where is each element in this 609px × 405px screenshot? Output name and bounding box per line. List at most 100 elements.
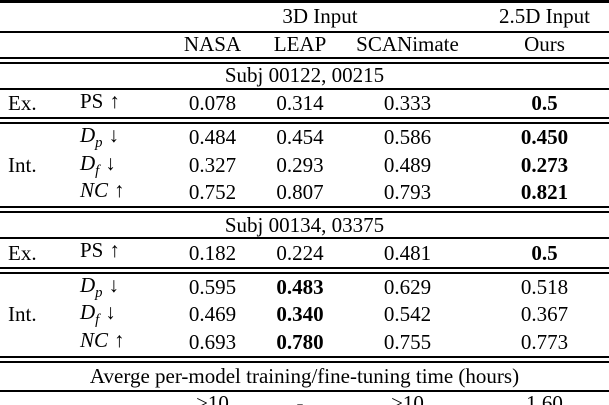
metric-base: D	[80, 123, 96, 148]
metric-label: NC ↑	[70, 328, 160, 363]
value-cell: 0.489	[383, 152, 432, 177]
value-cell: 0.518	[520, 274, 569, 299]
row-group-label: Int.	[8, 152, 37, 177]
footer-label-row: Averge per-model training/fine-tuning ti…	[0, 359, 609, 392]
value-cell: 0.293	[276, 152, 324, 177]
footer-values-row: >10 - >10 1.60	[0, 390, 609, 405]
metric-base: PS	[80, 89, 104, 113]
group-header-25d: 2.5D Input	[480, 1, 609, 33]
row-group-label	[0, 270, 70, 301]
arrow-up-icon: ↑	[114, 328, 125, 352]
value-cell: 0.793	[335, 179, 481, 214]
value-cell: 0.182	[160, 238, 265, 274]
metric-base: PS	[80, 238, 104, 263]
value-cell: 0.693	[160, 328, 265, 363]
arrow-down-icon: ↓	[105, 301, 116, 325]
value-cell: 0.542	[383, 302, 432, 327]
value-cell-best: 0.340	[276, 302, 324, 327]
value-cell: 0.595	[188, 274, 237, 299]
metric-label: Df ↓	[70, 301, 160, 328]
arrow-up-icon: ↑	[114, 179, 125, 203]
value-cell: 0.481	[335, 238, 481, 274]
metric-label: Dp ↓	[70, 121, 160, 152]
value-cell: 0.454	[276, 125, 324, 150]
table-row: NC ↑ 0.693 0.780 0.755 0.773	[0, 328, 609, 363]
arrow-down-icon: ↓	[108, 123, 120, 148]
value-cell: 0.469	[188, 302, 237, 327]
value-cell: 0.752	[160, 179, 265, 214]
row-group-label: Ex.	[0, 238, 70, 274]
arrow-up-icon: ↑	[109, 238, 120, 263]
row-group-label: Int.	[8, 302, 37, 327]
subject-label: Subj 00134, 03375	[0, 209, 609, 240]
value-cell: 0.367	[520, 302, 569, 327]
table-row: Ex. PS ↑ 0.078 0.314 0.333 0.5	[0, 89, 609, 125]
table-row: NC ↑ 0.752 0.807 0.793 0.821	[0, 179, 609, 214]
metric-subscript: p	[95, 135, 103, 152]
table-row: Int. Df ↓ 0.327 0.293 0.489 0.273	[0, 152, 609, 179]
value-cell: 0.224	[265, 238, 335, 274]
value-cell: 0.327	[188, 152, 237, 177]
value-cell-best: 0.483	[276, 274, 324, 299]
table-row: Dp ↓ 0.595 0.483 0.629 0.518	[0, 270, 609, 301]
value-cell-best: 0.780	[265, 328, 335, 363]
value-cell: 0.333	[335, 89, 481, 125]
arrow-down-icon: ↓	[105, 151, 116, 175]
metric-label: NC ↑	[70, 179, 160, 214]
value-cell: 0.629	[383, 274, 432, 299]
metric-label: Dp ↓	[70, 270, 160, 301]
row-group-label	[0, 179, 70, 214]
footer-label: Averge per-model training/fine-tuning ti…	[0, 359, 609, 392]
group-header-3d: 3D Input	[160, 1, 481, 33]
metric-base: D	[80, 301, 96, 325]
value-cell-best: 0.450	[520, 125, 569, 150]
col-header-scanimate: SCANimate	[335, 32, 481, 64]
time-cell: -	[265, 390, 335, 405]
value-cell-best: 0.5	[480, 89, 609, 125]
spacer-cell	[0, 390, 160, 405]
metric-label: PS ↑	[70, 89, 160, 125]
value-cell: 0.755	[335, 328, 481, 363]
col-header-leap: LEAP	[265, 32, 335, 64]
metric-base: D	[80, 151, 96, 175]
col-header-nasa: NASA	[160, 32, 265, 64]
method-header-row: NASA LEAP SCANimate Ours	[0, 32, 609, 64]
time-cell: >10	[335, 390, 481, 405]
metric-label: PS ↑	[70, 238, 160, 274]
value-cell-best: 0.821	[480, 179, 609, 214]
value-cell: 0.078	[160, 89, 265, 125]
value-cell: 0.314	[265, 89, 335, 125]
col-header-ours: Ours	[480, 32, 609, 64]
spacer-cell	[0, 32, 160, 64]
metric-label: Df ↓	[70, 152, 160, 179]
table-row: Int. Df ↓ 0.469 0.340 0.542 0.367	[0, 301, 609, 328]
subject-label: Subj 00122, 00215	[0, 60, 609, 90]
metric-subscript: f	[95, 312, 100, 329]
metric-base: D	[80, 272, 96, 297]
value-cell: 0.807	[265, 179, 335, 214]
time-cell: 1.60	[480, 390, 609, 405]
row-group-label	[0, 328, 70, 363]
table-row: Ex. PS ↑ 0.182 0.224 0.481 0.5	[0, 238, 609, 274]
value-cell: 0.484	[188, 125, 237, 150]
time-cell: >10	[160, 390, 265, 405]
input-group-header-row: 3D Input 2.5D Input	[0, 1, 609, 33]
metric-base: NC	[80, 179, 109, 203]
row-group-label: Ex.	[0, 89, 70, 125]
table-row: Dp ↓ 0.484 0.454 0.586 0.450	[0, 121, 609, 152]
spacer-cell	[0, 1, 160, 33]
metric-subscript: p	[95, 284, 103, 301]
value-cell: 0.586	[383, 125, 432, 150]
arrow-down-icon: ↓	[108, 272, 120, 297]
arrow-up-icon: ↑	[109, 89, 120, 113]
value-cell-best: 0.273	[520, 152, 569, 177]
metric-subscript: f	[95, 162, 100, 179]
value-cell: 0.773	[480, 328, 609, 363]
subject-header-row: Subj 00134, 03375	[0, 209, 609, 240]
row-group-label	[0, 121, 70, 152]
metric-base: NC	[80, 328, 109, 352]
subject-header-row: Subj 00122, 00215	[0, 60, 609, 90]
value-cell-best: 0.5	[480, 238, 609, 274]
